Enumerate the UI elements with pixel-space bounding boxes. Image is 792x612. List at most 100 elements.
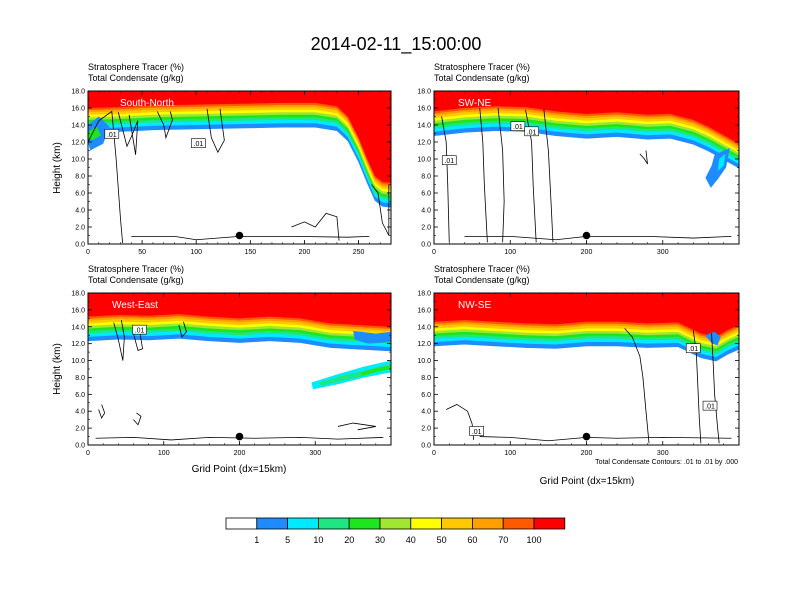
location-marker [235, 231, 244, 240]
condensate-contour [117, 112, 139, 155]
contour-label: .01 [527, 129, 537, 136]
x-tick-label: 300 [309, 450, 321, 457]
y-tick-label: 6.0 [421, 191, 431, 198]
y-tick-label: 8.0 [75, 375, 85, 382]
panel-title-condensate: Total Condensate (g/kg) [434, 73, 530, 83]
panel-label: NW-SE [458, 300, 491, 311]
tracer-band-100-pct [88, 293, 391, 327]
condensate-contour [711, 333, 720, 444]
colorbar-swatch [379, 517, 412, 530]
y-tick-label: 16.0 [417, 307, 431, 314]
panel-title-condensate: Total Condensate (g/kg) [88, 275, 184, 285]
contour-label-box [510, 121, 526, 131]
y-tick-label: 10.0 [71, 157, 85, 164]
y-tick-label: 10.0 [417, 358, 431, 365]
colorbar-swatch [410, 517, 442, 530]
y-tick-label: 6.0 [75, 191, 85, 198]
condensate-contour [113, 319, 125, 361]
panel-west-east: Stratosphere Tracer (%) Total Condensate… [52, 264, 392, 475]
condensate-contour [479, 107, 488, 243]
panel-label: West-East [112, 300, 158, 311]
x-tick-label: 300 [657, 249, 669, 256]
y-tick-label: 4.0 [75, 208, 85, 215]
tracer-feature [717, 153, 726, 171]
y-tick-label: 8.0 [421, 375, 431, 382]
y-tick-label: 12.0 [71, 140, 85, 147]
x-tick-label: 100 [504, 450, 516, 457]
y-tick-label: 4.0 [75, 409, 85, 416]
y-tick-label: 10.0 [71, 358, 85, 365]
colorbar-swatch [471, 517, 504, 530]
colorbar-label: 40 [406, 535, 416, 545]
location-marker [582, 432, 591, 441]
colorbar-label: 20 [344, 535, 354, 545]
x-tick-label: 250 [353, 249, 365, 256]
colorbar-label: 30 [375, 535, 385, 545]
y-tick-label: 6.0 [421, 392, 431, 399]
y-tick-label: 6.0 [75, 392, 85, 399]
condensate-contour [543, 108, 554, 243]
y-tick-label: 14.0 [71, 324, 85, 331]
contour-label: .01 [107, 132, 117, 139]
condensate-contour [371, 184, 390, 236]
colorbar-swatch [256, 517, 288, 530]
tracer-band-100-pct [434, 293, 739, 337]
colorbar-label: 10 [313, 535, 323, 545]
tracer-band-100-pct [88, 91, 391, 183]
colorbar-swatch [348, 517, 381, 530]
y-tick-label: 16.0 [71, 106, 85, 113]
x-tick-label: 100 [504, 249, 516, 256]
colorbar-swatch [225, 517, 258, 530]
colorbar-label: 70 [498, 535, 508, 545]
y-tick-label: 2.0 [421, 225, 431, 232]
panel-title-condensate: Total Condensate (g/kg) [88, 73, 184, 83]
tracer-feature [704, 331, 721, 346]
colorbar-label: 50 [437, 535, 447, 545]
y-tick-label: 18.0 [417, 291, 431, 298]
panel-title-tracer: Stratosphere Tracer (%) [434, 264, 530, 274]
y-tick-label: 4.0 [421, 208, 431, 215]
y-tick-label: 18.0 [71, 291, 85, 298]
y-tick-label: 4.0 [421, 409, 431, 416]
contour-label: .01 [444, 158, 454, 165]
condensate-contour [98, 404, 106, 419]
colorbar-swatch [533, 517, 566, 530]
x-tick-label: 100 [158, 450, 170, 457]
condensate-contour [497, 107, 505, 243]
y-tick-label: 18.0 [71, 89, 85, 96]
y-tick-label: 8.0 [421, 174, 431, 181]
tracer-band-20-pct [88, 91, 391, 198]
x-tick-label: 50 [138, 249, 146, 256]
x-tick-label: 200 [234, 450, 246, 457]
contour-label-box [469, 426, 485, 436]
plot-area: .01 .01 .01 [434, 293, 739, 445]
y-tick-label: 14.0 [417, 324, 431, 331]
colorbar-swatch [441, 517, 473, 530]
plot-area: .01 [88, 293, 391, 445]
x-tick-label: 0 [86, 249, 90, 256]
y-tick-label: 16.0 [417, 106, 431, 113]
contour-label: .01 [688, 346, 698, 353]
y-axis-label: Height (km) [52, 142, 63, 194]
y-tick-label: 0.0 [421, 443, 431, 450]
x-tick-label: 200 [581, 450, 593, 457]
panel-south-north: Stratosphere Tracer (%) Total Condensate… [52, 62, 392, 256]
panel-nw-se: Stratosphere Tracer (%) Total Condensate… [417, 264, 740, 487]
colorbar-swatch [287, 517, 319, 530]
colorbar-label: 1 [254, 535, 259, 545]
condensate-contour [178, 321, 187, 338]
panel-title-tracer: Stratosphere Tracer (%) [88, 264, 184, 274]
panel-label: South-North [120, 98, 174, 109]
contour-label: .01 [513, 124, 523, 131]
x-tick-label: 200 [581, 249, 593, 256]
contour-label-box [132, 324, 147, 335]
panel-sw-ne: Stratosphere Tracer (%) Total Condensate… [417, 62, 740, 256]
panel-title-tracer: Stratosphere Tracer (%) [434, 62, 530, 72]
colorbar: 1 5 10 20 30 40 50 60 70 100 [225, 517, 566, 545]
contour-label-box [685, 343, 701, 354]
location-marker [235, 432, 244, 441]
panel-label: SW-NE [458, 98, 491, 109]
y-tick-label: 8.0 [75, 174, 85, 181]
plot-area: .01 .01 [88, 91, 391, 244]
